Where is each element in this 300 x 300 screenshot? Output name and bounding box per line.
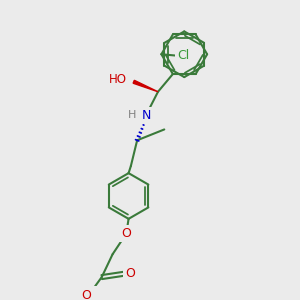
Text: N: N [142, 109, 151, 122]
Text: O: O [81, 289, 91, 300]
Text: Cl: Cl [177, 49, 190, 62]
Text: O: O [125, 267, 135, 280]
Polygon shape [133, 80, 158, 92]
Text: O: O [122, 227, 131, 240]
Text: H: H [128, 110, 136, 121]
Text: HO: HO [109, 73, 127, 86]
